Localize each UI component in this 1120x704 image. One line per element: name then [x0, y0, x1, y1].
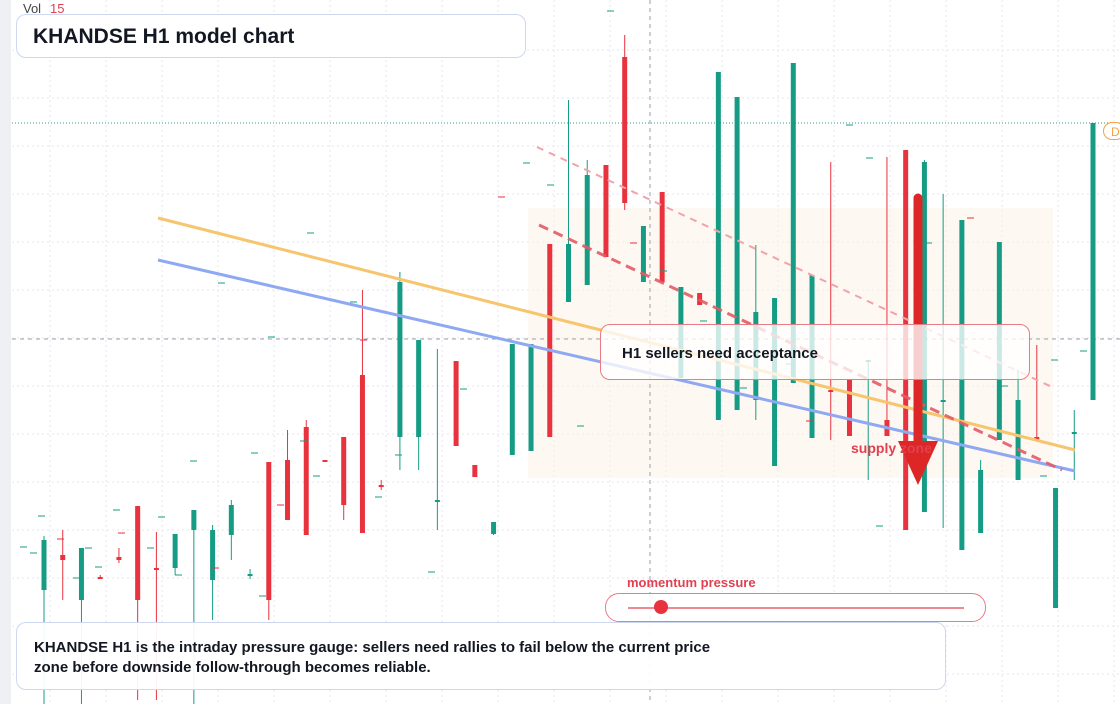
candle-body	[566, 244, 571, 302]
candle-body	[378, 485, 384, 487]
candle-body	[509, 344, 515, 455]
candle-body	[472, 465, 478, 477]
candle-body	[172, 534, 178, 568]
momentum-label: momentum pressure	[627, 575, 756, 590]
candle-body	[97, 577, 103, 579]
left-scale-strip	[0, 0, 11, 704]
dash-marks	[20, 10, 1087, 597]
candle-body	[191, 510, 197, 530]
candle-body	[210, 530, 216, 580]
d-badge[interactable]: D	[1103, 122, 1120, 140]
callout-box: H1 sellers need acceptance	[600, 324, 1030, 380]
candle-body	[1034, 437, 1040, 440]
candle-body	[228, 505, 234, 535]
momentum-track	[628, 607, 964, 609]
momentum-knob[interactable]	[653, 600, 668, 614]
chart-title: KHANDSE H1 model chart	[33, 25, 295, 48]
candle-body	[397, 282, 403, 437]
candle-body	[1015, 400, 1021, 480]
note-text: KHANDSE H1 is the intraday pressure gaug…	[34, 639, 711, 676]
supply-zone-label: supply zone	[851, 440, 932, 456]
momentum-slider[interactable]	[605, 593, 986, 622]
candle-body	[715, 72, 721, 420]
candle-body	[584, 175, 590, 285]
candle-body	[640, 226, 646, 282]
candle-body	[659, 192, 665, 282]
candle-body	[491, 522, 497, 534]
candle-body	[846, 380, 852, 436]
candle-body	[978, 470, 984, 533]
candle-body	[153, 568, 159, 570]
candle-body	[1090, 123, 1096, 400]
note-panel: KHANDSE H1 is the intraday pressure gaug…	[16, 622, 946, 690]
candle-body	[622, 57, 628, 203]
candle-body	[790, 63, 796, 383]
candle-body	[322, 460, 328, 462]
candle-body	[528, 344, 534, 451]
candle-body	[1053, 488, 1059, 608]
callout-text: H1 sellers need acceptance	[622, 345, 818, 362]
candle-body	[341, 437, 347, 505]
candle-body	[41, 540, 47, 590]
candle-body	[603, 165, 609, 257]
candle-body	[772, 298, 778, 466]
candle-body	[303, 427, 309, 535]
candle-body	[78, 548, 84, 600]
candle-body	[1071, 432, 1077, 434]
candle-body	[453, 361, 459, 446]
down-arrow-head	[898, 441, 938, 485]
candle-body	[434, 500, 440, 502]
vol-value: 15	[50, 1, 65, 16]
title-panel: KHANDSE H1 model chart	[16, 14, 526, 58]
candle-body	[266, 462, 272, 600]
candle-body	[734, 97, 740, 410]
candle-body	[940, 400, 946, 402]
candle-body	[828, 390, 834, 392]
candle-body	[547, 244, 553, 437]
candle-body	[116, 557, 122, 560]
candle-body	[959, 220, 965, 550]
candle-body	[285, 460, 291, 520]
vol-label: Vol	[23, 1, 42, 16]
candle-body	[247, 574, 253, 576]
candle-body	[359, 375, 365, 533]
candle-body	[135, 506, 141, 600]
candle-body	[416, 340, 422, 437]
candle-body	[60, 555, 66, 560]
